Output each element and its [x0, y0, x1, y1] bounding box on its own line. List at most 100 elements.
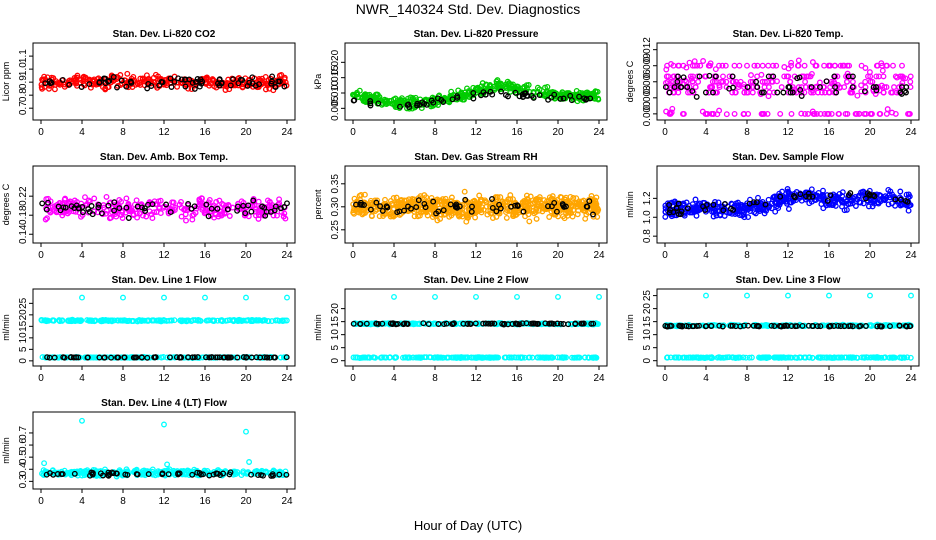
- data-point: [415, 213, 421, 220]
- data-point: [557, 95, 564, 102]
- data-point: [483, 81, 490, 88]
- data-point: [709, 78, 716, 85]
- y-axis: 0.70.80.91.01.1: [18, 49, 33, 115]
- x-tick-label: 8: [120, 127, 126, 138]
- x-tick-label: 4: [391, 127, 397, 138]
- data-point: [235, 200, 242, 207]
- x-tick-label: 24: [905, 250, 917, 261]
- data-point: [167, 75, 174, 82]
- data-point: [95, 201, 102, 208]
- data-point: [234, 207, 241, 214]
- y-tick-label: 10: [642, 329, 653, 341]
- data-point: [574, 211, 581, 218]
- y-tick-label: 5: [330, 344, 341, 350]
- data-point: [409, 198, 416, 205]
- data-point: [246, 79, 253, 86]
- data-point: [691, 58, 698, 65]
- x-tick-label: 4: [703, 127, 709, 138]
- data-point: [694, 73, 701, 80]
- data-point: [707, 60, 714, 67]
- data-point: [787, 78, 794, 85]
- data-point: [237, 76, 244, 83]
- plot-frame: [344, 42, 608, 121]
- data-point: [906, 110, 913, 117]
- data-point: [883, 110, 890, 117]
- data-point: [464, 211, 471, 218]
- data-point: [413, 204, 420, 211]
- data-point: [844, 110, 851, 117]
- data-point: [586, 198, 593, 205]
- data-point: [562, 196, 568, 203]
- data-point: [709, 84, 716, 91]
- data-point: [695, 78, 702, 85]
- data-point: [39, 85, 46, 92]
- data-point: [548, 204, 554, 211]
- x-tick-label: 24: [593, 250, 605, 261]
- data-point: [480, 89, 487, 96]
- data-point: [351, 195, 358, 202]
- data-point: [813, 62, 819, 69]
- x-tick-label: 8: [744, 127, 750, 138]
- data-point: [410, 98, 417, 105]
- data-point: [497, 194, 504, 201]
- data-point: [284, 200, 290, 207]
- data-point: [751, 62, 758, 69]
- data-point: [780, 89, 787, 96]
- y-tick-label: 0.8: [642, 229, 653, 243]
- x-tick-label: 0: [662, 250, 668, 261]
- data-point: [805, 110, 811, 117]
- data-point: [888, 89, 895, 96]
- y-tick-label: 0.8: [18, 88, 29, 102]
- panel-title: Stan. Dev. Line 3 Flow: [736, 275, 841, 286]
- x-axis: 0 4 8 12 16 20 24: [662, 243, 917, 261]
- data-point: [56, 81, 63, 88]
- data-point: [375, 100, 382, 107]
- data-point: [712, 66, 719, 73]
- x-tick-label: 20: [864, 250, 876, 261]
- data-point: [561, 215, 568, 222]
- data-point: [435, 201, 442, 208]
- series: [41, 417, 253, 468]
- data-point: [689, 78, 696, 85]
- x-tick-label: 20: [552, 373, 564, 384]
- data-point: [726, 73, 733, 80]
- data-point: [831, 73, 838, 80]
- data-point: [892, 110, 899, 117]
- data-point: [560, 202, 567, 209]
- data-point: [845, 73, 852, 80]
- data-point: [826, 292, 832, 299]
- y-tick-label: 0: [330, 357, 341, 363]
- data-point: [245, 213, 252, 220]
- x-tick-label: 0: [350, 127, 356, 138]
- data-point: [429, 214, 436, 220]
- data-point: [128, 79, 135, 86]
- data-point: [512, 89, 519, 96]
- y-axis-label: kPa: [313, 74, 323, 90]
- data-point: [196, 83, 203, 90]
- series: [350, 354, 600, 361]
- data-point: [825, 110, 832, 117]
- data-point: [828, 110, 835, 117]
- data-point: [98, 210, 105, 217]
- data-point: [80, 209, 86, 216]
- data-point: [461, 188, 468, 195]
- data-point: [565, 209, 572, 216]
- data-point: [536, 92, 543, 99]
- y-axis: 0.81.01.2: [642, 191, 657, 243]
- data-point: [576, 93, 583, 100]
- y-tick-label: 0.005: [330, 95, 341, 120]
- y-axis-label: ml/min: [625, 314, 635, 341]
- data-point: [795, 62, 802, 69]
- data-point: [240, 202, 247, 209]
- y-tick-label: 0.7: [18, 101, 29, 115]
- data-point: [741, 84, 747, 91]
- data-point: [702, 89, 709, 96]
- x-tick-label: 24: [281, 373, 293, 384]
- series: [42, 73, 288, 92]
- data-point: [593, 89, 599, 95]
- data-point: [203, 201, 210, 208]
- data-point: [112, 211, 119, 217]
- data-point: [255, 198, 262, 205]
- data-point: [430, 99, 437, 106]
